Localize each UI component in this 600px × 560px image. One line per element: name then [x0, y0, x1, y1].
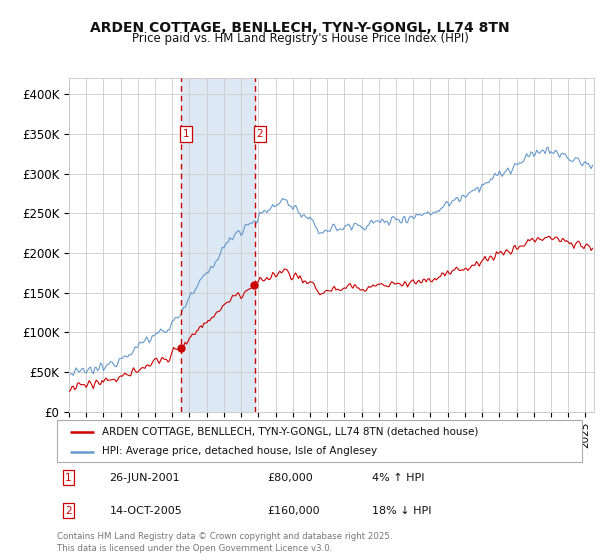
Text: 1: 1	[182, 129, 189, 139]
Text: HPI: Average price, detached house, Isle of Anglesey: HPI: Average price, detached house, Isle…	[101, 446, 377, 456]
Text: ARDEN COTTAGE, BENLLECH, TYN-Y-GONGL, LL74 8TN: ARDEN COTTAGE, BENLLECH, TYN-Y-GONGL, LL…	[90, 21, 510, 35]
Text: 2: 2	[65, 506, 72, 516]
Text: 26-JUN-2001: 26-JUN-2001	[110, 473, 180, 483]
Text: 1: 1	[65, 473, 72, 483]
Text: 4% ↑ HPI: 4% ↑ HPI	[372, 473, 425, 483]
Bar	[181, 78, 255, 412]
Text: 2: 2	[257, 129, 263, 139]
FancyBboxPatch shape	[57, 420, 582, 462]
Text: Price paid vs. HM Land Registry's House Price Index (HPI): Price paid vs. HM Land Registry's House …	[131, 32, 469, 45]
Text: £80,000: £80,000	[267, 473, 313, 483]
Text: Contains HM Land Registry data © Crown copyright and database right 2025.
This d: Contains HM Land Registry data © Crown c…	[57, 532, 392, 553]
Text: 14-OCT-2005: 14-OCT-2005	[110, 506, 182, 516]
Text: £160,000: £160,000	[267, 506, 320, 516]
Text: 18% ↓ HPI: 18% ↓ HPI	[372, 506, 431, 516]
Text: ARDEN COTTAGE, BENLLECH, TYN-Y-GONGL, LL74 8TN (detached house): ARDEN COTTAGE, BENLLECH, TYN-Y-GONGL, LL…	[101, 427, 478, 437]
